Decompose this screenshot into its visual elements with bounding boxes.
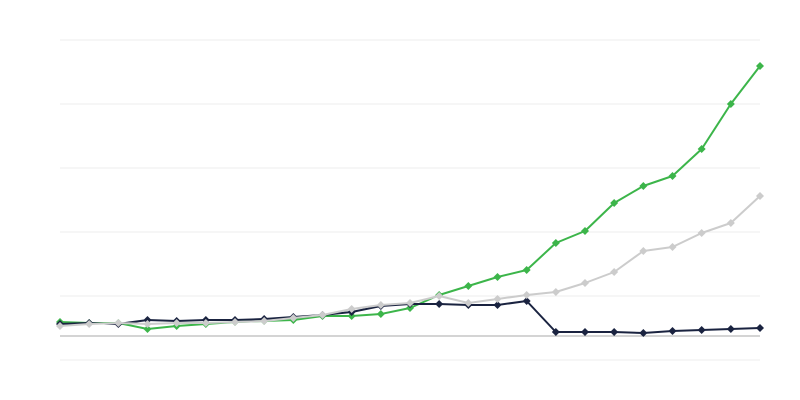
data-point [231, 318, 239, 326]
data-point [260, 317, 269, 325]
data-point [610, 328, 619, 336]
data-point [464, 282, 473, 290]
data-point [435, 292, 444, 300]
data-point [551, 239, 560, 247]
data-point [522, 297, 531, 305]
data-point [493, 273, 502, 281]
data-point [610, 268, 619, 276]
data-point [668, 327, 677, 335]
data-point [406, 299, 414, 307]
data-point [610, 199, 619, 207]
data-point [56, 322, 64, 330]
data-point [581, 279, 589, 287]
data-point [318, 311, 327, 319]
data-point [464, 299, 473, 307]
data-point [201, 319, 210, 327]
data-point [376, 310, 385, 318]
data-point [143, 325, 152, 333]
data-point [289, 314, 298, 322]
data-point [522, 291, 531, 299]
data-point [639, 182, 648, 190]
data-point [172, 319, 181, 327]
data-point [726, 100, 735, 108]
data-point [668, 243, 677, 251]
data-point [756, 62, 764, 70]
series-line-1 [59, 65, 761, 330]
data-point [726, 219, 735, 227]
data-point [697, 145, 706, 153]
data-point [756, 192, 764, 200]
data-point [493, 301, 502, 309]
data-point [581, 227, 589, 235]
data-point [376, 301, 385, 309]
data-point [756, 324, 764, 332]
data-point [639, 247, 648, 255]
data-point [639, 329, 648, 337]
data-point [143, 320, 152, 328]
data-point [726, 325, 735, 333]
data-point [697, 229, 706, 237]
data-point [668, 172, 677, 180]
data-point [114, 319, 123, 327]
data-point [347, 305, 356, 313]
data-point [581, 328, 589, 336]
data-point [697, 326, 706, 334]
data-point [522, 266, 531, 274]
data-point [551, 328, 560, 336]
data-point [493, 295, 502, 303]
data-point [435, 300, 444, 308]
data-point [551, 288, 560, 296]
data-point [85, 320, 94, 328]
